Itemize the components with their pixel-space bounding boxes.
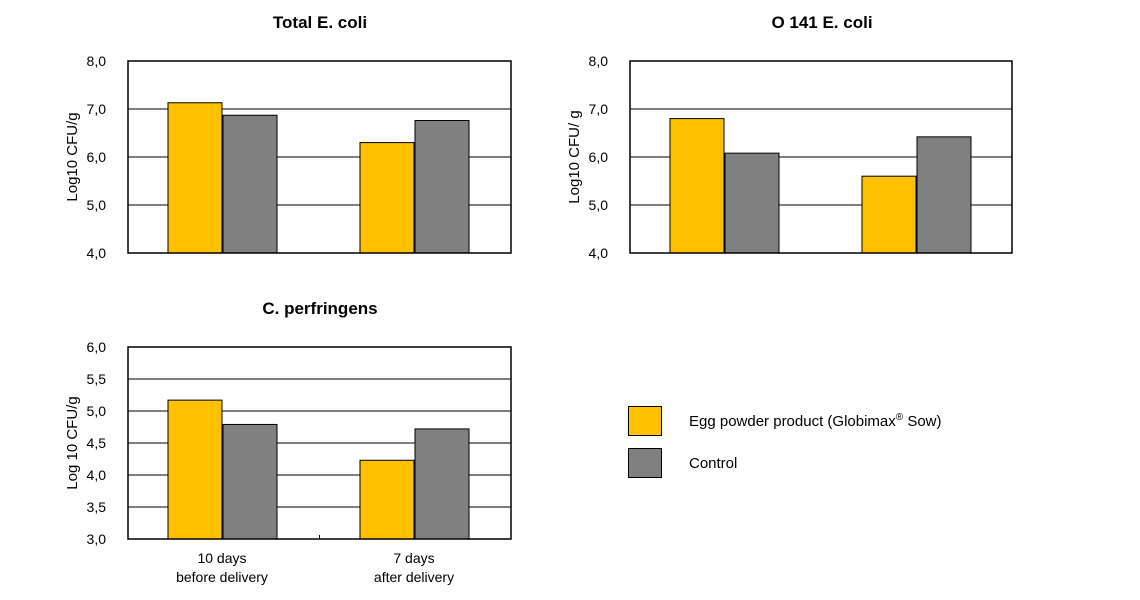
bar-control-1 [222, 114, 278, 254]
x-tick-label: after delivery [374, 569, 454, 585]
y-tick-label: 8,0 [589, 53, 609, 69]
legend-item-egg: Egg powder product (Globimax® Sow) [628, 406, 942, 436]
legend-swatch-egg [628, 406, 662, 436]
y-tick-label: 3,0 [87, 531, 107, 547]
y-tick-label: 5,0 [87, 403, 107, 419]
y-tick-label: 7,0 [589, 101, 609, 117]
y-tick-label: 5,0 [589, 197, 609, 213]
y-axis-label: Log10 CFU/g [64, 112, 81, 201]
y-tick-label: 4,5 [87, 435, 107, 451]
chart-title: O 141 E. coli [771, 13, 872, 32]
y-tick-label: 4,0 [87, 467, 107, 483]
plot-frame [629, 60, 1013, 254]
chart-3: C. perfringens Log 10 CFU/g 6,0 5,5 5,0 4,5 4,… [64, 299, 512, 585]
y-tick-label: 5,5 [87, 371, 107, 387]
chart-2: O 141 E. coli Log10 CFU/ g 8,0 7,0 6,0 5,0 4,0 [566, 13, 1013, 261]
y-tick-label: 4,0 [589, 245, 609, 261]
legend-item-control: Control [628, 448, 737, 478]
bar-egg-2 [861, 175, 917, 254]
bar-control-2 [414, 428, 470, 540]
bar-control-2 [916, 136, 972, 254]
bar-egg-2 [359, 459, 415, 540]
y-tick-label: 4,0 [87, 245, 107, 261]
y-axis-label: Log10 CFU/ g [566, 110, 583, 203]
chart-title: Total E. coli [273, 13, 367, 32]
bar-egg-2 [359, 142, 415, 254]
bar-control-1 [724, 152, 780, 254]
y-tick-label: 6,0 [87, 149, 107, 165]
bar-egg-1 [167, 102, 223, 254]
y-tick-label: 8,0 [87, 53, 107, 69]
y-tick-label: 6,0 [87, 339, 107, 355]
chart-title: C. perfringens [262, 299, 377, 318]
y-tick-label: 7,0 [87, 101, 107, 117]
y-axis-label: Log 10 CFU/g [64, 396, 81, 489]
y-tick-label: 6,0 [589, 149, 609, 165]
y-tick-label: 5,0 [87, 197, 107, 213]
x-tick-label: 7 days [393, 550, 434, 566]
legend-swatch-control [628, 448, 662, 478]
bar-egg-1 [167, 399, 223, 540]
x-tick-label: 10 days [197, 550, 246, 566]
bar-control-1 [222, 423, 278, 540]
y-tick-label: 3,5 [87, 499, 107, 515]
chart-1: Total E. coli Log10 CFU/g 8,0 7,0 6,0 5,0 4,0 [64, 13, 512, 261]
x-tick-label: before delivery [176, 569, 268, 585]
bar-control-2 [414, 120, 470, 254]
plot-frame [127, 60, 512, 254]
legend-label-egg: Egg powder product (Globimax® Sow) [689, 412, 942, 430]
legend-label-control: Control [689, 454, 738, 472]
bar-egg-1 [669, 118, 725, 254]
